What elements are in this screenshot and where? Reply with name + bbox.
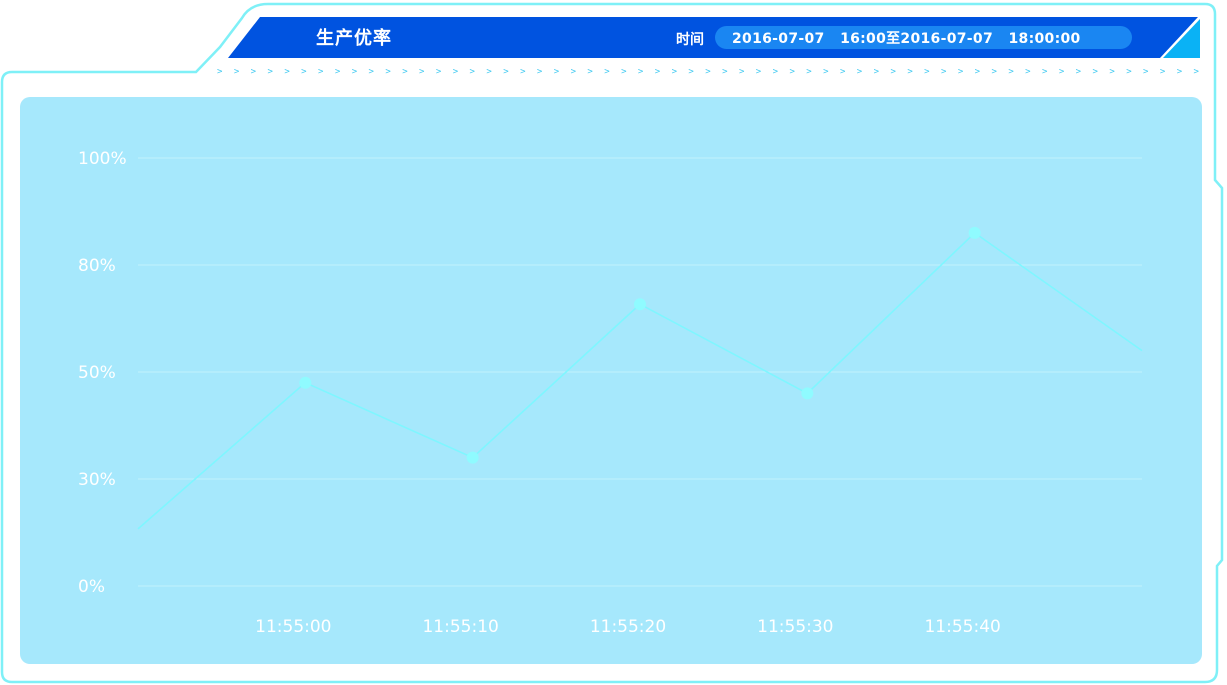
time-range-value: 2016-07-07 16:00至2016-07-07 18:00:00 xyxy=(732,31,1081,47)
x-tick-label: 11:55:10 xyxy=(422,617,498,637)
x-tick-label: 11:55:20 xyxy=(590,617,666,637)
header-corner-accent xyxy=(1163,19,1200,58)
chart-panel xyxy=(20,97,1202,664)
data-point xyxy=(634,298,646,311)
data-point xyxy=(968,226,981,239)
y-tick-label: 30% xyxy=(78,470,116,490)
series-line xyxy=(137,231,1143,530)
chart-title: 生产优率 xyxy=(316,28,392,49)
data-point xyxy=(801,387,814,400)
time-label: 时间 xyxy=(676,32,704,48)
y-tick-label: 100% xyxy=(78,149,127,169)
y-tick-label: 80% xyxy=(78,256,116,276)
x-tick-label: 11:55:00 xyxy=(255,617,331,637)
y-tick-label: 0% xyxy=(78,577,105,597)
y-tick-label: 50% xyxy=(78,363,116,383)
data-point xyxy=(299,376,312,389)
arrow-divider: > > > > > > > > > > > > > > > > > > > > … xyxy=(217,67,1203,77)
x-tick-label: 11:55:30 xyxy=(757,617,833,637)
x-tick-label: 11:55:40 xyxy=(924,617,1000,637)
data-point xyxy=(466,451,479,464)
time-range-pill[interactable] xyxy=(715,26,1132,49)
